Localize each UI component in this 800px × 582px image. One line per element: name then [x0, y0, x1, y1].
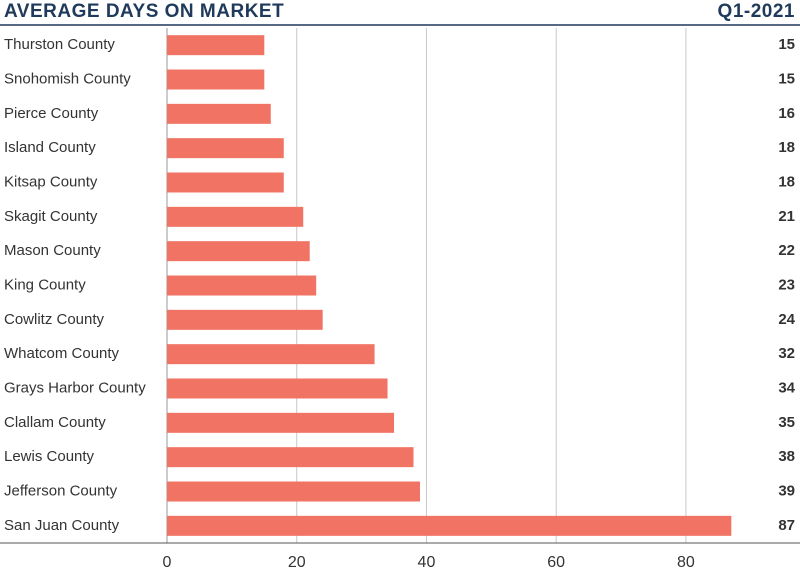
value-label: 15 [778, 36, 795, 53]
y-tick-label: Cowlitz County [4, 311, 105, 328]
bar [167, 447, 414, 468]
y-tick-label: Whatcom County [4, 345, 120, 362]
bar [167, 172, 284, 193]
y-tick-label: Jefferson County [4, 482, 118, 499]
chart-title: AVERAGE DAYS ON MARKET [4, 1, 284, 22]
bar [167, 35, 265, 56]
bar [167, 344, 375, 365]
y-tick-label: Lewis County [4, 448, 95, 465]
x-tick-label: 60 [547, 554, 565, 571]
y-tick-label: Kitsap County [4, 173, 98, 190]
value-label: 23 [778, 276, 795, 293]
bar [167, 103, 271, 124]
value-label: 35 [778, 414, 795, 431]
value-label: 15 [778, 70, 795, 87]
value-label: 39 [778, 482, 795, 499]
bar [167, 309, 323, 330]
bar [167, 69, 265, 90]
x-tick-label: 20 [288, 554, 306, 571]
chart-subtitle: Q1-2021 [718, 1, 795, 22]
value-label: 18 [778, 139, 795, 156]
x-tick-label: 80 [677, 554, 695, 571]
y-tick-label: Thurston County [4, 36, 115, 53]
value-label: 18 [778, 173, 795, 190]
x-tick-label: 0 [163, 554, 172, 571]
value-label: 22 [778, 242, 795, 259]
bar [167, 241, 310, 262]
y-tick-label: Snohomish County [4, 70, 131, 87]
value-label: 34 [778, 379, 795, 396]
value-label: 32 [778, 345, 795, 362]
y-tick-label: Clallam County [4, 414, 106, 431]
value-label: 24 [778, 311, 795, 328]
y-tick-label: Grays Harbor County [4, 379, 146, 396]
bar [167, 412, 395, 433]
value-label: 87 [778, 517, 795, 534]
bar [167, 138, 284, 159]
y-tick-label: Pierce County [4, 105, 99, 122]
y-tick-label: Mason County [4, 242, 101, 259]
value-label: 16 [778, 105, 795, 122]
y-tick-label: Skagit County [4, 208, 98, 225]
y-tick-label: San Juan County [4, 517, 120, 534]
y-tick-label: King County [4, 276, 86, 293]
bar [167, 515, 732, 536]
bar [167, 481, 420, 502]
bar [167, 378, 388, 399]
value-label: 38 [778, 448, 795, 465]
x-tick-label: 40 [418, 554, 436, 571]
bar [167, 206, 304, 227]
y-tick-label: Island County [4, 139, 96, 156]
value-label: 21 [778, 208, 795, 225]
bar [167, 275, 317, 296]
